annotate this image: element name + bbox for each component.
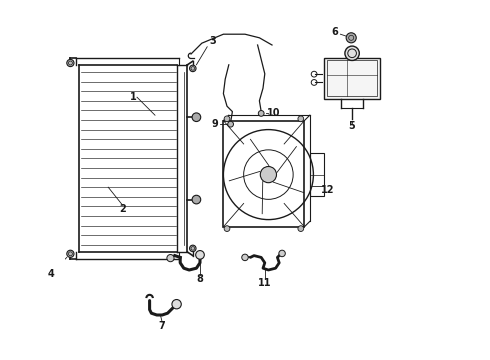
Text: 5: 5 xyxy=(349,121,355,131)
Circle shape xyxy=(172,300,181,309)
Bar xyxy=(327,60,377,96)
Circle shape xyxy=(228,121,233,127)
Text: 4: 4 xyxy=(47,269,54,279)
Circle shape xyxy=(190,245,196,252)
Text: 12: 12 xyxy=(321,185,335,195)
Circle shape xyxy=(67,59,74,67)
Text: 2: 2 xyxy=(119,204,126,214)
Circle shape xyxy=(196,251,204,259)
Circle shape xyxy=(242,254,248,261)
Circle shape xyxy=(190,65,196,72)
Text: 1: 1 xyxy=(130,92,137,102)
Bar xyxy=(223,121,304,227)
Circle shape xyxy=(192,113,201,122)
Text: 9: 9 xyxy=(211,119,218,129)
Text: 10: 10 xyxy=(267,108,281,118)
Circle shape xyxy=(167,255,174,262)
Circle shape xyxy=(67,250,74,257)
Text: 8: 8 xyxy=(196,274,203,284)
Circle shape xyxy=(346,33,356,43)
Circle shape xyxy=(279,250,285,257)
Circle shape xyxy=(298,116,304,122)
Circle shape xyxy=(260,166,276,183)
Text: 6: 6 xyxy=(332,27,339,37)
Circle shape xyxy=(224,116,230,122)
Circle shape xyxy=(224,226,230,231)
Circle shape xyxy=(298,226,304,231)
Text: 3: 3 xyxy=(209,36,216,46)
Circle shape xyxy=(258,111,264,116)
Circle shape xyxy=(192,195,201,204)
Bar xyxy=(324,58,380,99)
Bar xyxy=(310,153,324,196)
Circle shape xyxy=(345,46,359,60)
Text: 11: 11 xyxy=(258,278,271,288)
Text: 7: 7 xyxy=(159,321,166,331)
